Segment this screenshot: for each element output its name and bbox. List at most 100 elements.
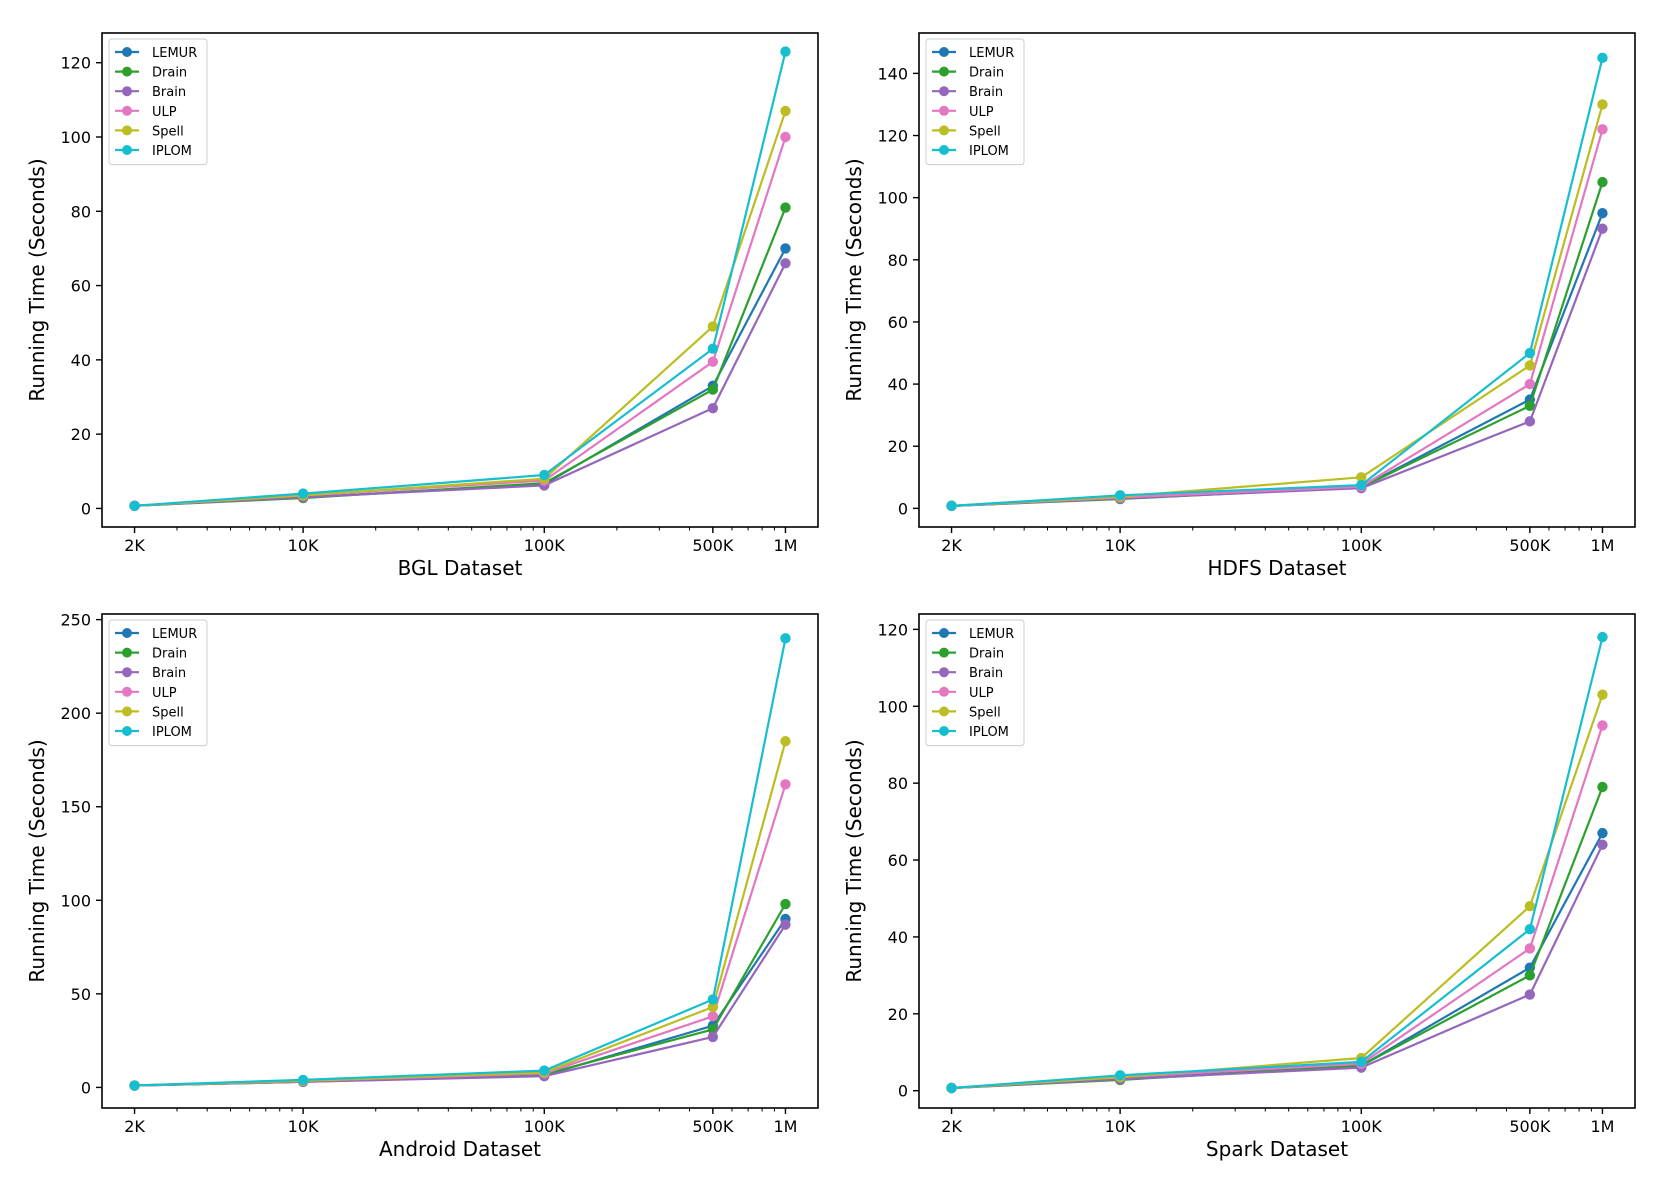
- data-point: [1597, 689, 1608, 700]
- data-point: [780, 105, 791, 117]
- data-point: [780, 898, 791, 910]
- x-tick-label: 500K: [692, 1117, 734, 1136]
- legend-item: LEMUR: [115, 627, 197, 642]
- legend-label: IPLOM: [969, 725, 1009, 740]
- legend-item: ULP: [932, 105, 994, 120]
- data-point: [1356, 479, 1367, 491]
- series-line: [951, 786, 1604, 1090]
- y-axis-label: Running Time (Seconds): [842, 158, 866, 401]
- series-line: [134, 51, 787, 507]
- data-point: [297, 488, 309, 499]
- legend-item: Spell: [932, 124, 1001, 139]
- legend-marker: [939, 125, 949, 136]
- x-tick-label: 500K: [1509, 1117, 1551, 1136]
- y-tick-label: 100: [877, 189, 908, 208]
- y-tick-label: 60: [888, 851, 908, 870]
- legend-marker: [939, 686, 949, 697]
- series-lemur: [946, 208, 1608, 512]
- data-point: [1597, 839, 1608, 850]
- data-point: [1524, 416, 1536, 427]
- series-drain: [946, 781, 1608, 1094]
- legend-marker: [122, 66, 132, 77]
- legend-item: Brain: [932, 666, 1003, 681]
- legend: LEMUR Drain Brain ULP Spell IPLOM: [925, 38, 1025, 166]
- series-brain: [946, 223, 1608, 512]
- legend-label: Drain: [152, 647, 187, 662]
- y-tick-label: 50: [71, 985, 91, 1004]
- legend-label: Spell: [969, 124, 1001, 139]
- data-point: [539, 1065, 550, 1076]
- data-point: [707, 384, 719, 395]
- y-tick-label: 100: [877, 697, 908, 716]
- y-tick-label: 100: [60, 128, 91, 147]
- legend-marker: [939, 66, 949, 77]
- legend-marker: [122, 105, 132, 116]
- data-point: [1524, 943, 1536, 954]
- series-line: [134, 110, 787, 507]
- series-line: [134, 247, 787, 507]
- legend-label: Brain: [969, 85, 1003, 100]
- series-brain: [129, 258, 791, 512]
- y-tick-label: 80: [71, 202, 91, 221]
- legend-item: LEMUR: [932, 627, 1014, 642]
- data-point: [1524, 400, 1536, 412]
- legend-marker: [939, 647, 949, 658]
- legend-marker: [939, 706, 949, 717]
- x-tick-label: 2K: [124, 536, 145, 555]
- x-tick-label: 500K: [1509, 536, 1551, 555]
- series-iplom: [946, 52, 1608, 512]
- legend-item: Brain: [115, 666, 186, 681]
- legend-marker: [939, 105, 949, 116]
- y-tick-label: 250: [60, 611, 91, 630]
- series-line: [951, 57, 1604, 507]
- legend: LEMUR Drain Brain ULP Spell IPLOM: [108, 38, 208, 166]
- data-point: [780, 202, 791, 213]
- x-tick-label: 1M: [1590, 536, 1614, 555]
- legend-frame: [108, 619, 208, 747]
- data-point: [707, 356, 719, 367]
- y-tick-label: 80: [888, 774, 908, 793]
- data-point: [780, 243, 791, 254]
- legend-item: Brain: [115, 85, 186, 100]
- chart-panel-3: 0 50 100 150 200 250 2K 10K 100K 500K 1M Android Da…: [25, 611, 819, 1161]
- series-drain: [129, 898, 791, 1091]
- series-spell: [946, 689, 1608, 1094]
- y-tick-label: 40: [71, 351, 91, 370]
- y-axis-label: Running Time (Seconds): [25, 739, 49, 982]
- data-point: [1597, 720, 1608, 731]
- series-ulp: [129, 131, 791, 512]
- legend-label: Spell: [152, 705, 184, 720]
- data-point: [1597, 781, 1608, 793]
- legend-item: Spell: [932, 705, 1001, 720]
- legend-item: ULP: [115, 686, 177, 701]
- series-ulp: [946, 124, 1608, 512]
- series-iplom: [129, 46, 791, 512]
- legend-item: Drain: [115, 647, 187, 662]
- y-tick-label: 40: [888, 928, 908, 947]
- series-brain: [946, 839, 1608, 1094]
- y-tick-label: 0: [898, 499, 908, 518]
- data-point: [780, 736, 791, 747]
- y-tick-label: 120: [877, 620, 908, 639]
- series-line: [951, 694, 1604, 1090]
- x-axis-label: Spark Dataset: [1206, 1137, 1348, 1161]
- x-tick-label: 1M: [773, 536, 797, 555]
- series-line: [951, 212, 1604, 507]
- legend-marker: [939, 145, 949, 155]
- legend-label: LEMUR: [152, 627, 197, 642]
- series-line: [134, 136, 787, 507]
- data-point: [1597, 124, 1608, 135]
- legend-item: LEMUR: [932, 46, 1014, 61]
- y-tick-label: 0: [81, 1078, 91, 1097]
- series-line: [134, 918, 787, 1087]
- y-tick-label: 0: [898, 1082, 908, 1101]
- x-tick-label: 10K: [288, 536, 319, 555]
- data-point: [1597, 223, 1608, 234]
- y-tick-label: 140: [877, 64, 908, 83]
- y-tick-label: 80: [888, 251, 908, 270]
- x-tick-label: 2K: [941, 536, 962, 555]
- data-point: [1524, 924, 1536, 935]
- legend-marker: [122, 47, 132, 57]
- y-tick-label: 20: [888, 1005, 908, 1024]
